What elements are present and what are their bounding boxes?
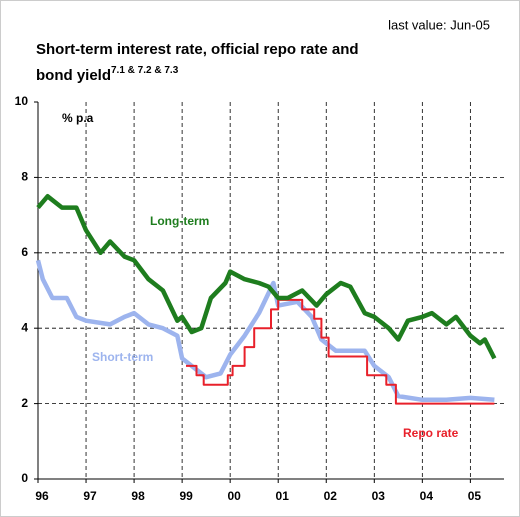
series-label: Short-term [92,350,153,364]
chart-title: bond yield7.1 & 7.2 & 7.3 [36,65,179,84]
series-label: Repo rate [403,426,459,440]
y-tick-label: 10 [15,94,29,108]
y-tick-label: 0 [21,471,28,485]
series-line [36,194,497,360]
y-tick-label: 8 [21,170,28,184]
x-tick-label: 02 [324,489,338,503]
series-line [35,259,495,403]
x-tick-label: 00 [227,489,241,503]
title-superscript: 7.1 & 7.2 & 7.3 [111,65,179,76]
last-value-note: last value: Jun-05 [388,17,490,32]
x-tick-label: 98 [131,489,145,503]
x-tick-label: 05 [468,489,482,503]
x-tick-label: 03 [372,489,386,503]
x-tick-label: 97 [83,489,97,503]
chart-title: Short-term interest rate, official repo … [36,41,359,58]
y-unit: % p.a [62,111,94,125]
y-tick-label: 6 [21,245,28,259]
x-tick-label: 96 [35,489,49,503]
chart-title: bond yield [36,67,111,84]
series-label: Long-term [150,214,209,228]
x-tick-label: 01 [276,489,290,503]
x-tick-label: 04 [420,489,434,503]
y-tick-label: 2 [21,396,28,410]
y-tick-label: 4 [21,320,28,334]
series-line [186,298,495,405]
x-tick-label: 99 [179,489,193,503]
